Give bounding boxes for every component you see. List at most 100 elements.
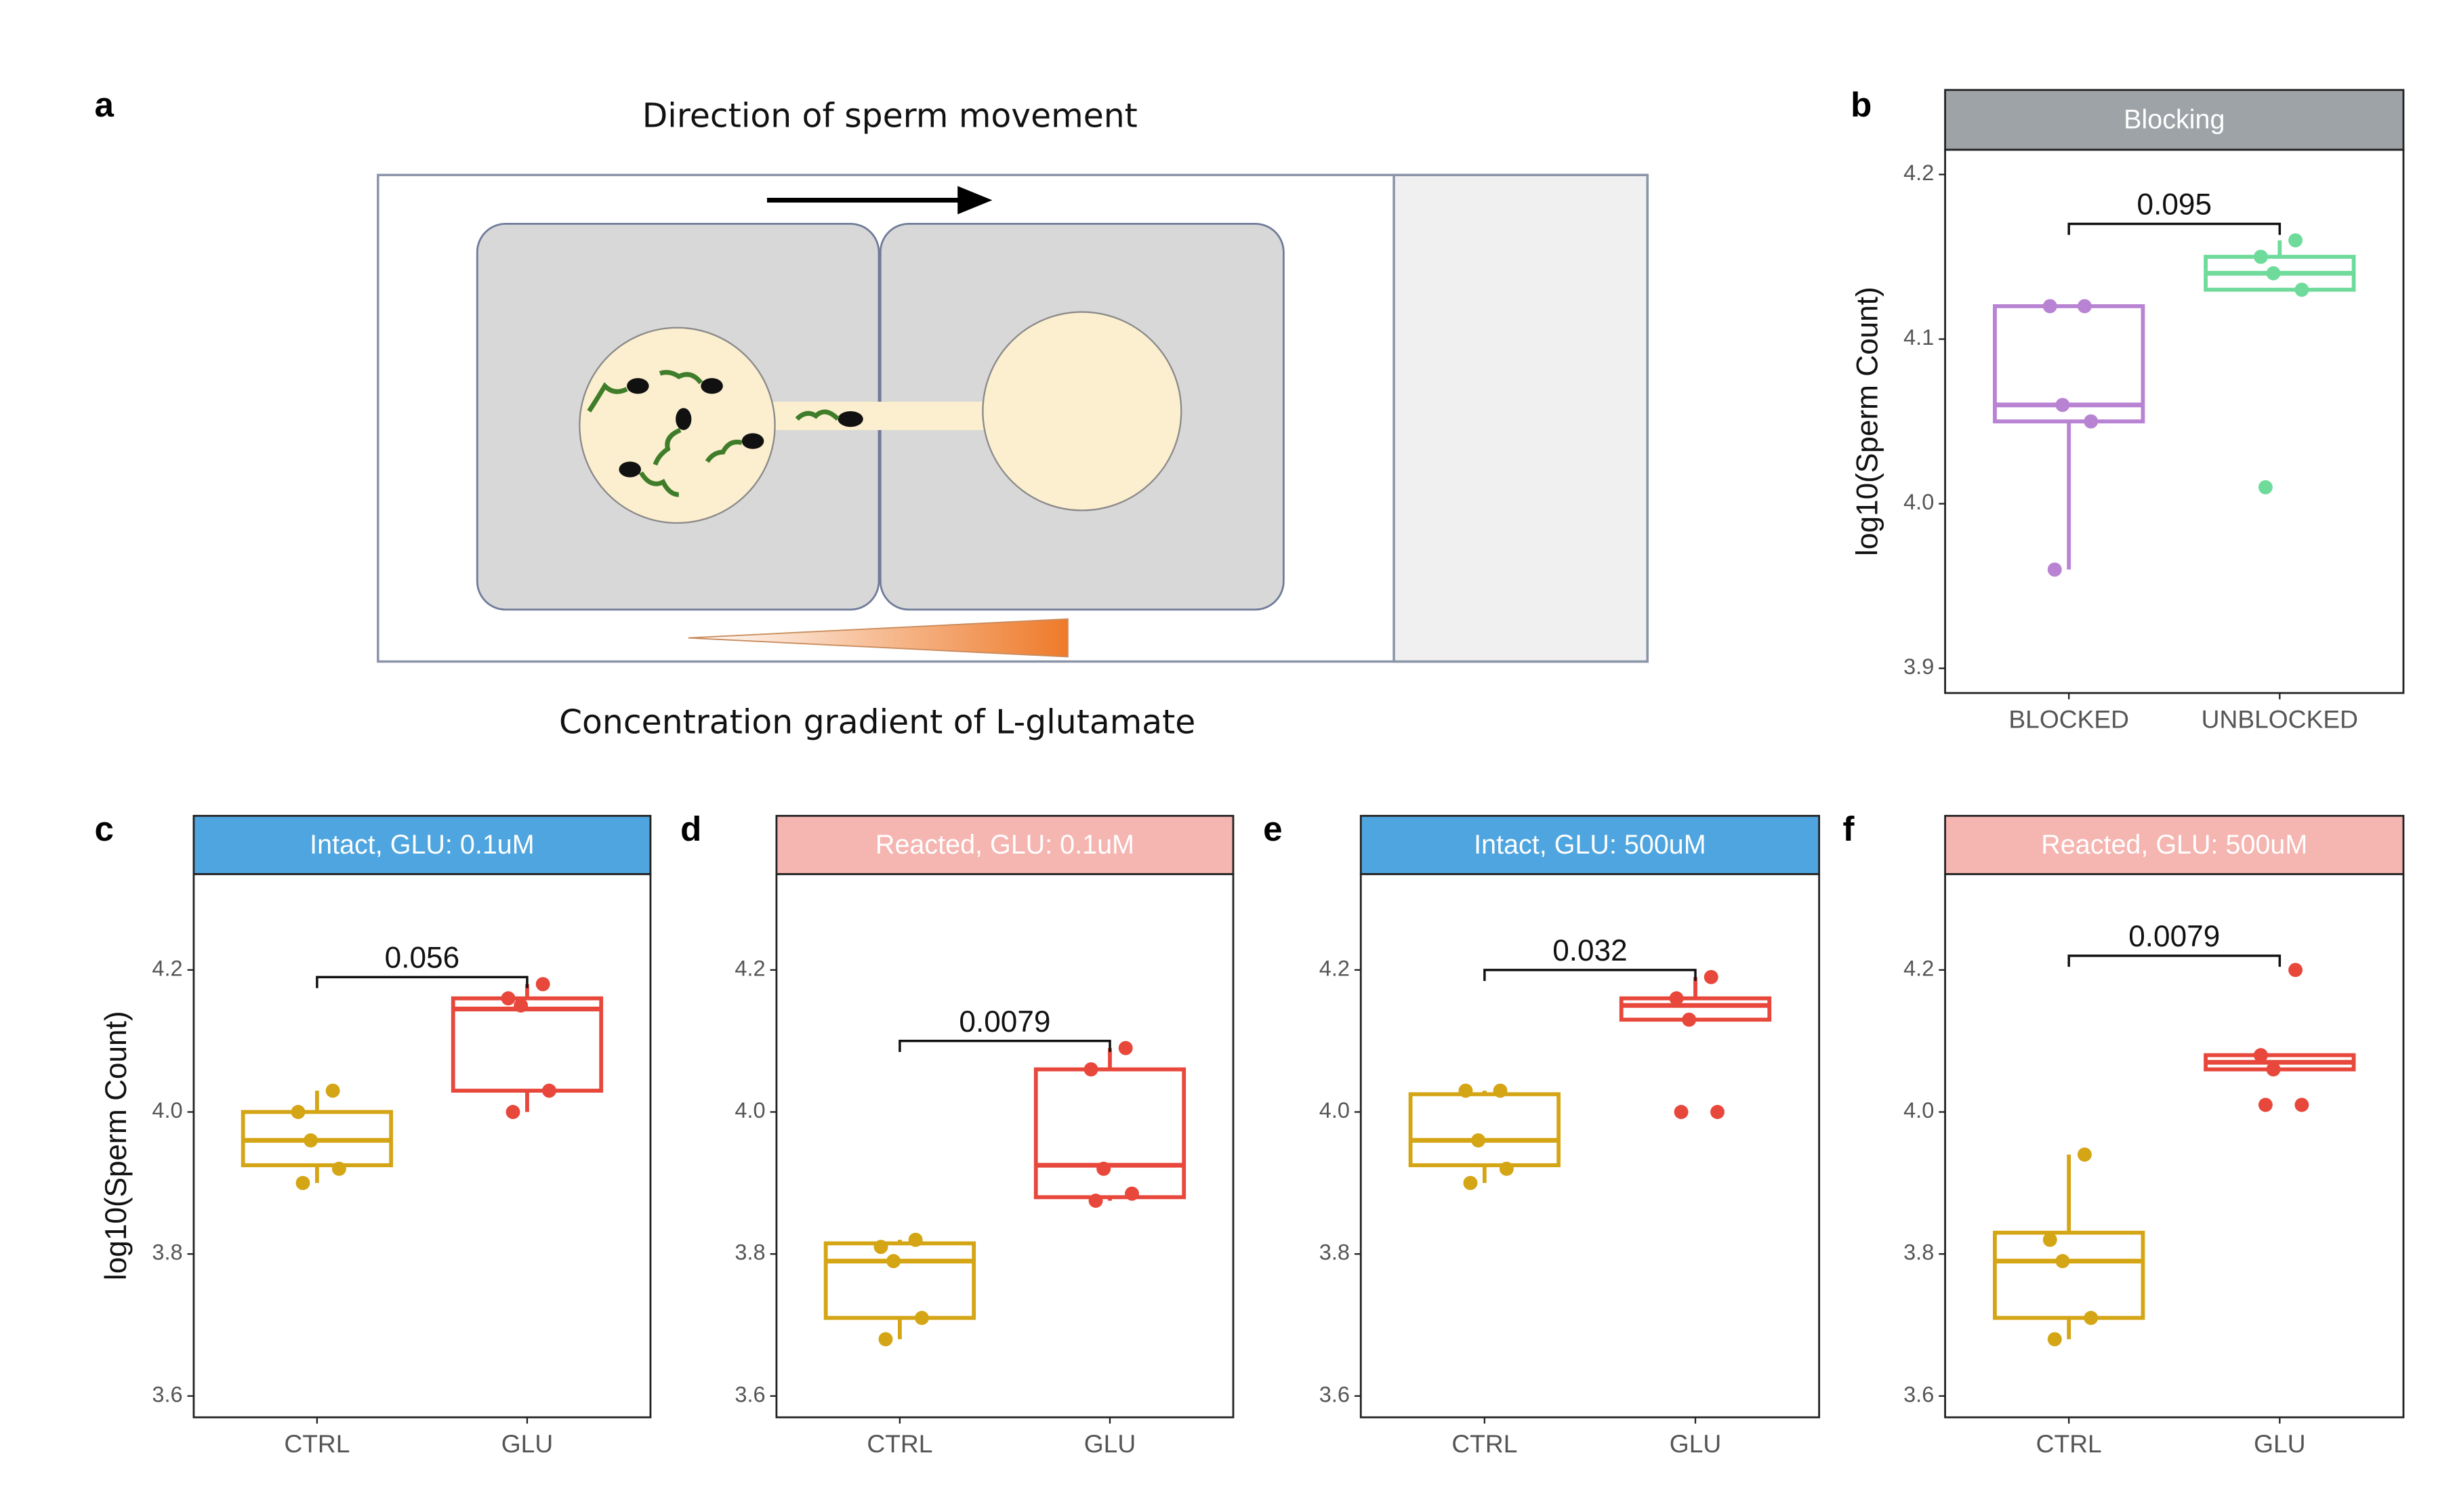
- point: [2258, 1097, 2273, 1112]
- point: [505, 1105, 520, 1119]
- p-value: 0.056: [385, 941, 460, 974]
- point: [2253, 1048, 2268, 1063]
- diagram-label: Direction of sperm movement: [642, 97, 1138, 135]
- box: [823, 1241, 976, 1320]
- point: [2266, 1062, 2281, 1077]
- panel-letter: c: [94, 810, 113, 848]
- y-tick-label: 4.2: [1903, 161, 1934, 185]
- point: [1088, 1194, 1103, 1208]
- strip-title: Reacted, GLU: 0.1uM: [875, 830, 1134, 860]
- y-tick-label: 4.0: [1903, 1098, 1934, 1122]
- point: [501, 991, 516, 1006]
- box: [1408, 1092, 1561, 1168]
- plot-frame: [192, 873, 652, 1419]
- well: [982, 311, 1182, 511]
- point: [2047, 562, 2062, 577]
- strip-title: Blocking: [2124, 105, 2225, 135]
- sperm-tails: [587, 370, 840, 497]
- slide-end: [1392, 173, 1649, 663]
- panel-letter: a: [94, 85, 114, 124]
- point: [1704, 969, 1718, 984]
- point: [1463, 1175, 1478, 1190]
- y-tick-label: 3.6: [1319, 1382, 1350, 1406]
- x-tick-label: GLU: [2254, 1429, 2305, 1458]
- x-tick-label: GLU: [501, 1429, 553, 1458]
- point: [908, 1232, 923, 1247]
- bracket: [2067, 954, 2282, 967]
- point: [535, 977, 550, 992]
- x-tick-label: GLU: [1084, 1429, 1136, 1458]
- x-tick-label: CTRL: [2036, 1429, 2102, 1458]
- strip: [1944, 89, 2405, 151]
- point: [291, 1105, 306, 1119]
- point: [878, 1332, 893, 1347]
- point: [1674, 1105, 1689, 1119]
- strip: [1944, 814, 2405, 875]
- point: [542, 1083, 556, 1098]
- strip-title: Intact, GLU: 500uM: [1474, 830, 1706, 860]
- point: [873, 1240, 888, 1255]
- y-tick-label: 3.8: [1319, 1240, 1350, 1265]
- plot-frame: [1944, 873, 2405, 1419]
- bracket: [2067, 222, 2282, 235]
- strip: [192, 814, 652, 875]
- point: [2258, 480, 2273, 495]
- point: [295, 1175, 310, 1190]
- point: [2294, 282, 2309, 297]
- plot-frame: [1944, 148, 2405, 694]
- point: [1499, 1161, 1514, 1176]
- strip-title: Intact, GLU: 0.1uM: [310, 830, 535, 860]
- y-tick-label: 3.6: [152, 1382, 182, 1406]
- y-tick-label: 3.8: [1903, 1240, 1934, 1265]
- point: [331, 1161, 346, 1176]
- y-tick-label: 4.0: [1903, 490, 1934, 514]
- point: [1125, 1186, 1139, 1201]
- bracket: [1483, 969, 1697, 982]
- y-tick-label: 4.2: [1903, 956, 1934, 980]
- point: [2288, 963, 2303, 978]
- point: [2077, 299, 2092, 314]
- point: [2253, 249, 2268, 264]
- point: [1710, 1105, 1725, 1119]
- diagram-label: Concentration gradient of L-glutamate: [559, 703, 1195, 742]
- strip: [1359, 814, 1821, 875]
- point: [2047, 1332, 2062, 1347]
- point: [2042, 1232, 2057, 1247]
- arrow-head: [957, 186, 993, 215]
- box: [1993, 304, 2145, 423]
- y-tick-label: 3.8: [152, 1240, 182, 1265]
- box: [1993, 1230, 2145, 1320]
- p-value: 0.0079: [959, 1005, 1050, 1038]
- panel-letter: e: [1263, 810, 1282, 848]
- point: [2042, 299, 2057, 314]
- box: [451, 996, 604, 1093]
- panel-letter: b: [1851, 85, 1872, 124]
- point: [1669, 991, 1684, 1006]
- x-tick-label: GLU: [1670, 1429, 1721, 1458]
- point: [886, 1254, 901, 1269]
- sperm-heads: [619, 378, 863, 478]
- p-value: 0.095: [2137, 188, 2212, 222]
- point: [2084, 414, 2099, 429]
- y-axis-label: log10(Sperm Count): [1851, 287, 1884, 556]
- point: [1682, 1012, 1697, 1027]
- y-tick-label: 3.6: [735, 1382, 765, 1406]
- point: [325, 1083, 340, 1098]
- bracket: [899, 1039, 1111, 1052]
- point: [1458, 1083, 1473, 1098]
- point: [304, 1133, 318, 1148]
- gradient-wedge: [688, 618, 1069, 658]
- y-tick-label: 4.2: [152, 956, 182, 980]
- box: [1033, 1067, 1186, 1200]
- point: [2294, 1097, 2309, 1112]
- point: [1118, 1041, 1133, 1055]
- point: [2288, 233, 2303, 248]
- x-tick-label: CTRL: [867, 1429, 932, 1458]
- point: [1471, 1133, 1486, 1148]
- x-tick-label: CTRL: [284, 1429, 350, 1458]
- p-value: 0.0079: [2128, 920, 2220, 953]
- point: [2077, 1147, 2092, 1162]
- p-value: 0.032: [1552, 934, 1628, 967]
- strip-title: Reacted, GLU: 500uM: [2041, 830, 2307, 860]
